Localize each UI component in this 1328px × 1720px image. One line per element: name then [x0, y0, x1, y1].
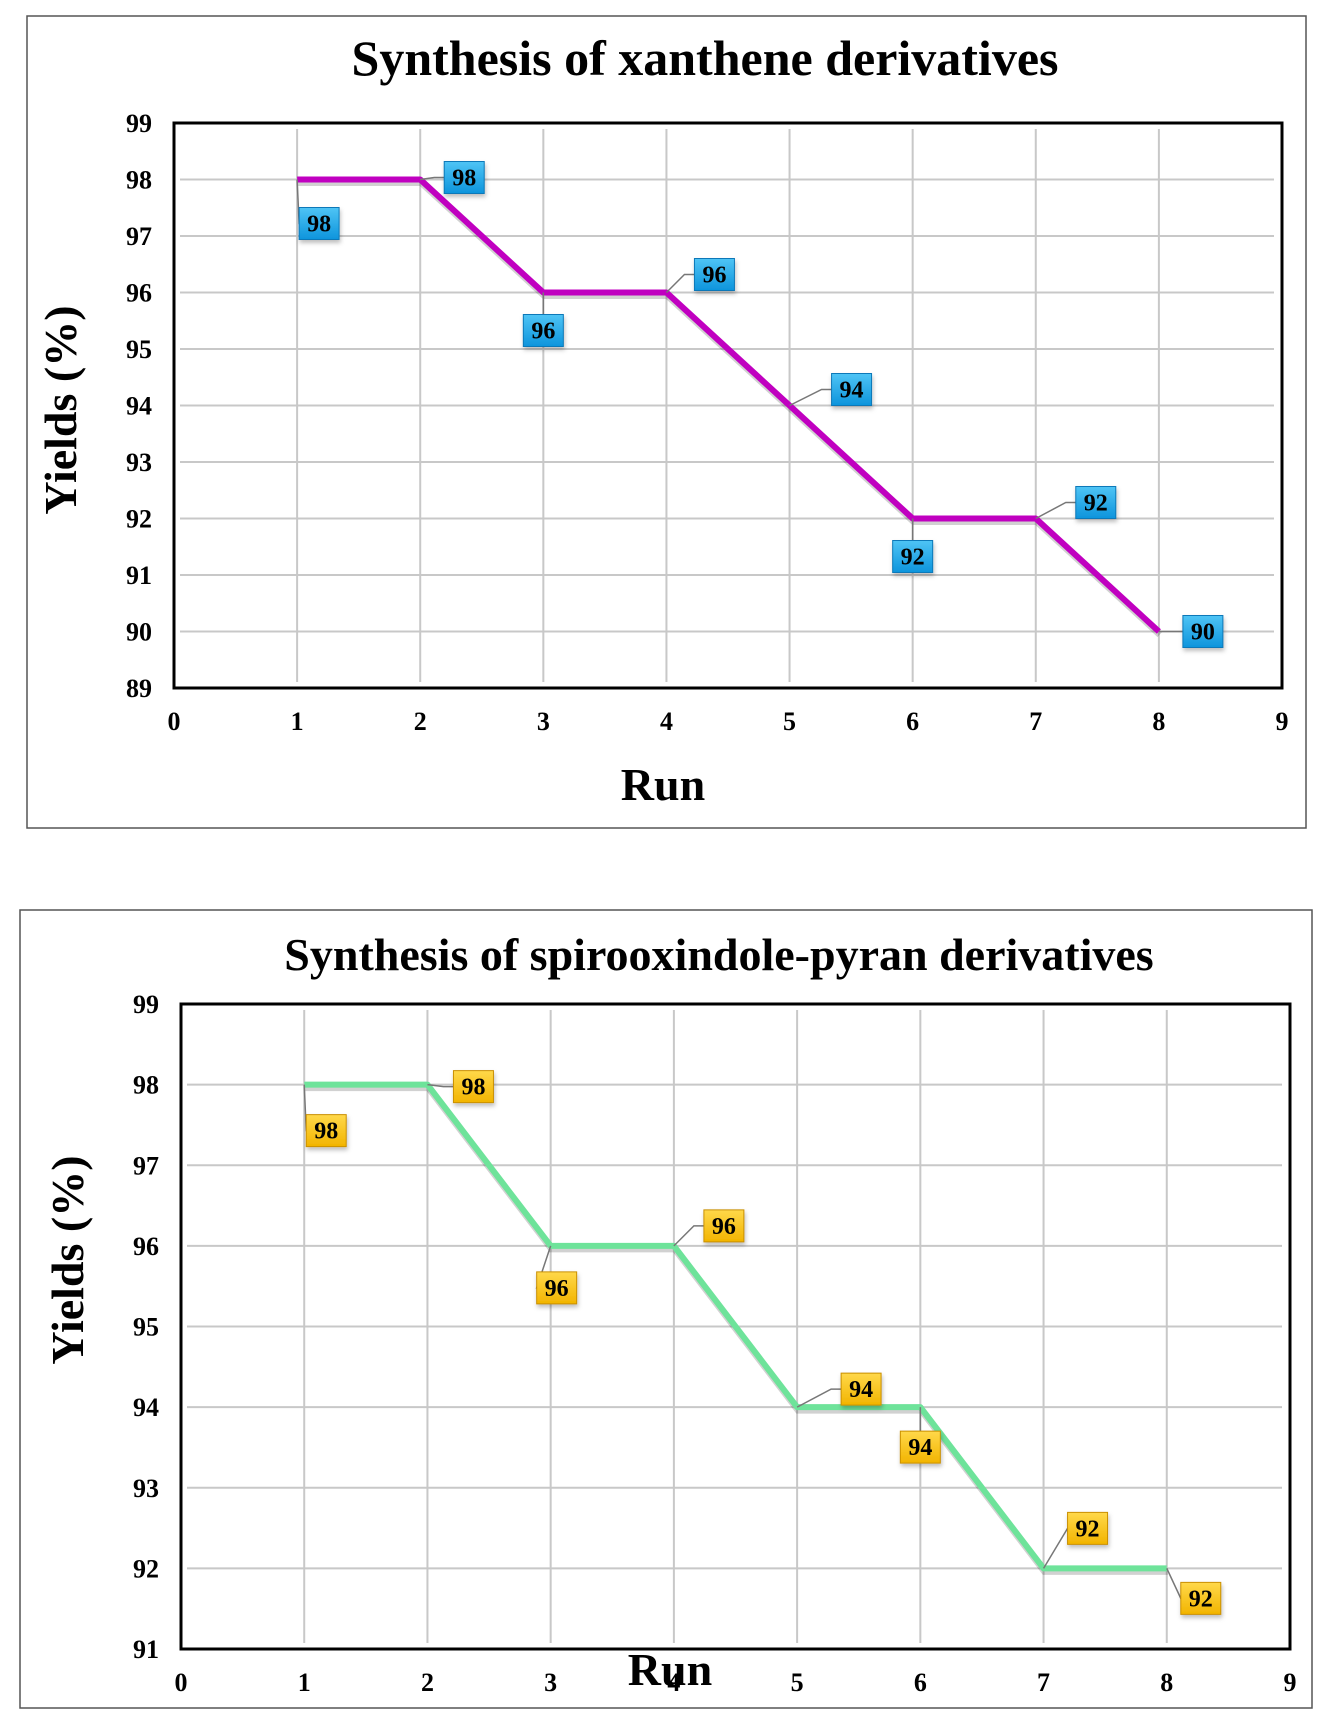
- chart-1-x-tick-label: 0: [168, 707, 181, 736]
- chart-2-y-axis-label: Yields (%): [42, 1155, 93, 1364]
- chart-1-data-label-box: [522, 314, 564, 347]
- chart-1-x-tick-label: 9: [1276, 707, 1289, 736]
- chart-2: Synthesis of spirooxindole-pyran derivat…: [19, 909, 1313, 1709]
- chart-1-y-tick-label: 94: [126, 392, 152, 421]
- chart-1-x-tick-label: 4: [660, 707, 673, 736]
- chart-2-data-label-box: [536, 1271, 578, 1305]
- chart-1-x-tick-label: 7: [1029, 707, 1042, 736]
- chart-2-data-label: 92: [1076, 1516, 1100, 1542]
- chart-2-title: Synthesis of spirooxindole-pyran derivat…: [284, 929, 1153, 980]
- chart-1-y-tick-label: 97: [126, 222, 152, 251]
- chart-2-y-tick-label: 96: [133, 1232, 159, 1261]
- chart-1-y-tick-label: 91: [126, 561, 152, 590]
- chart-1-plot-border: [172, 121, 1284, 690]
- chart-2-y-tick-label: 93: [133, 1474, 159, 1503]
- chart-2-y-tick-label: 98: [133, 1071, 159, 1100]
- chart-2-data-label-box: [703, 1209, 745, 1243]
- chart-1-data-label: 92: [901, 545, 925, 571]
- chart-1-data-label-box: [443, 161, 485, 194]
- chart-1-title: Synthesis of xanthene derivatives: [352, 30, 1059, 86]
- chart-1-x-tick-label: 8: [1152, 707, 1165, 736]
- chart-2-outer-border: [19, 909, 1313, 1709]
- chart-2-data-label: 96: [712, 1214, 736, 1240]
- chart-2-data-label: 96: [545, 1276, 569, 1302]
- chart-2-x-tick-label: 2: [421, 1668, 434, 1697]
- chart-2-y-tick-label: 91: [133, 1635, 159, 1664]
- chart-2-data-label: 98: [314, 1119, 338, 1145]
- chart-2-data-label-box: [840, 1372, 882, 1406]
- chart-1-series-line: [297, 176, 1161, 634]
- chart-1-y-tick-label: 99: [126, 109, 152, 138]
- chart-2-y-tick-label: 95: [133, 1313, 159, 1342]
- chart-1-data-label-box: [1182, 615, 1224, 648]
- chart-2-data-label-box: [1067, 1511, 1109, 1545]
- chart-2-data-label-box: [1180, 1581, 1222, 1615]
- chart-1-y-tick-label: 92: [126, 505, 152, 534]
- chart-1-x-tick-label: 6: [906, 707, 919, 736]
- chart-1-data-label-box: [892, 540, 934, 573]
- chart-2-data-label-box: [452, 1070, 494, 1104]
- chart-1-data-label: 98: [452, 166, 476, 192]
- chart-1-y-tick-label: 93: [126, 448, 152, 477]
- chart-2-y-tick-label: 97: [133, 1151, 159, 1180]
- chart-2-x-tick-label: 9: [1284, 1668, 1297, 1697]
- chart-2-y-tick-label: 92: [133, 1554, 159, 1583]
- chart-2-x-tick-label: 4: [667, 1668, 680, 1697]
- chart-1-data-label: 98: [307, 212, 331, 238]
- chart-1-data-label: 90: [1191, 620, 1215, 646]
- chart-1-x-tick-label: 3: [537, 707, 550, 736]
- chart-1-y-tick-label: 98: [126, 166, 152, 195]
- chart-2-data-label: 94: [849, 1377, 873, 1403]
- chart-2-data-label-box: [899, 1430, 941, 1464]
- chart-1-data-label: 94: [840, 378, 864, 404]
- chart-2-data-label: 92: [1189, 1586, 1213, 1612]
- chart-2-data-label: 98: [461, 1075, 485, 1101]
- chart-1-y-tick-label: 90: [126, 618, 152, 647]
- chart-1-data-label-box: [298, 207, 340, 240]
- chart-1-data-label-box: [693, 258, 735, 291]
- chart-2-x-tick-label: 8: [1160, 1668, 1173, 1697]
- chart-2-x-axis-label: Run: [628, 1644, 712, 1695]
- chart-2-x-tick-label: 1: [298, 1668, 311, 1697]
- chart-1-data-label: 96: [702, 263, 726, 289]
- chart-1-x-tick-label: 5: [783, 707, 796, 736]
- chart-1-y-tick-label: 89: [126, 674, 152, 703]
- chart-1-x-tick-label: 1: [291, 707, 304, 736]
- chart-2-y-tick-label: 94: [133, 1393, 159, 1422]
- chart-1-data-label: 92: [1084, 491, 1108, 517]
- chart-2-x-tick-label: 7: [1037, 1668, 1050, 1697]
- chart-2-y-tick-label: 99: [133, 990, 159, 1019]
- chart-1: Synthesis of xanthene derivatives 989896…: [26, 15, 1307, 829]
- chart-2-x-tick-label: 6: [914, 1668, 927, 1697]
- chart-1-y-tick-label: 95: [126, 335, 152, 364]
- chart-1-data-label-box: [1075, 486, 1117, 519]
- chart-1-y-axis-label: Yields (%): [35, 305, 86, 514]
- chart-1-data-label-box: [831, 373, 873, 406]
- chart-2-data-label: 94: [908, 1435, 932, 1461]
- chart-2-x-tick-label: 3: [544, 1668, 557, 1697]
- chart-2-plot-border: [179, 1002, 1292, 1651]
- chart-1-x-axis-label: Run: [621, 759, 705, 810]
- chart-1-data-label: 96: [531, 319, 555, 345]
- chart-2-series-line: [304, 1081, 1167, 1572]
- chart-2-data-label-box: [305, 1114, 347, 1148]
- chart-1-x-tick-label: 2: [414, 707, 427, 736]
- chart-2-x-tick-label: 5: [791, 1668, 804, 1697]
- chart-2-x-tick-label: 0: [175, 1668, 188, 1697]
- chart-1-y-tick-label: 96: [126, 279, 152, 308]
